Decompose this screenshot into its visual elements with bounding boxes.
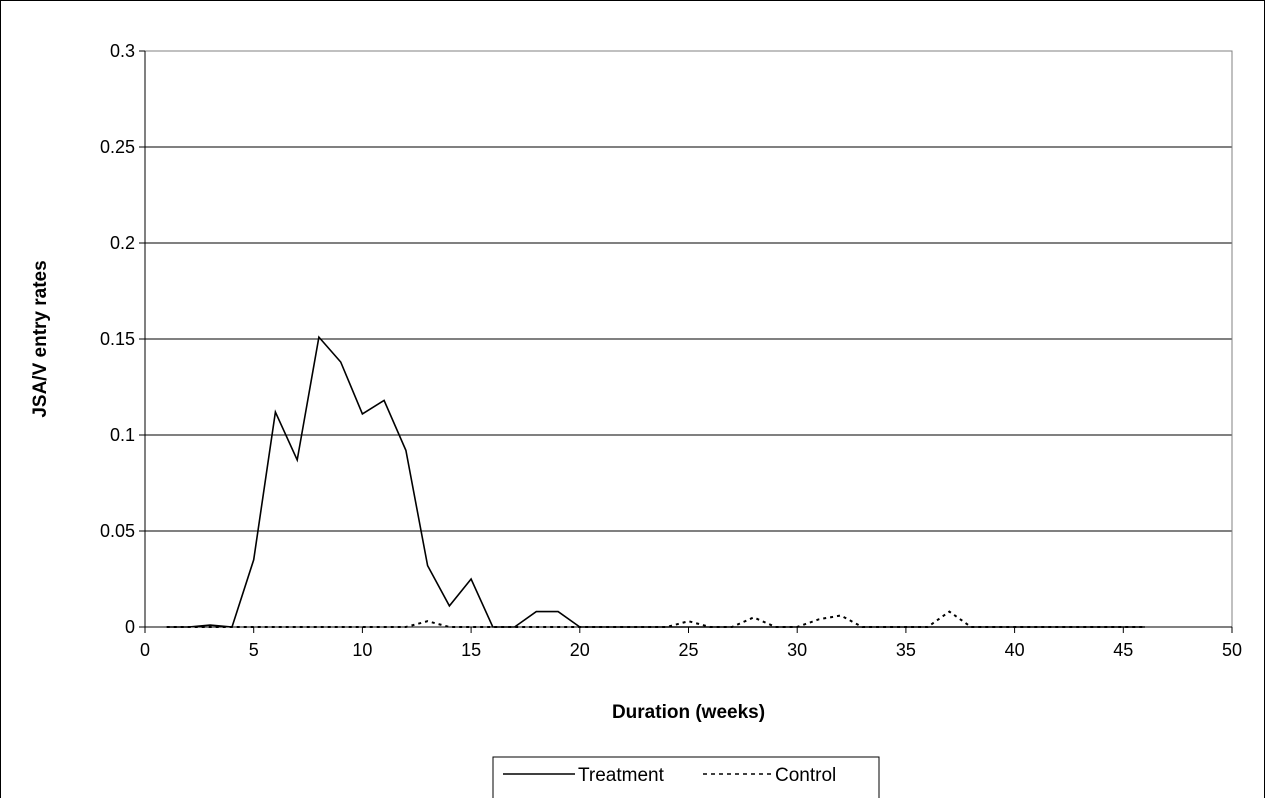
x-tick-label: 5: [249, 640, 259, 660]
gridlines: [145, 50, 1232, 628]
x-axis-title: Duration (weeks): [612, 702, 765, 723]
y-tick-label: 0: [125, 617, 135, 637]
legend-label-treatment: Treatment: [578, 765, 665, 786]
y-tick-label: 0.25: [100, 137, 135, 157]
x-tick-label: 25: [678, 640, 698, 660]
x-tick-label: 45: [1113, 640, 1133, 660]
x-tick-label: 15: [461, 640, 481, 660]
legend: Treatment Control: [492, 756, 880, 798]
x-tick-label: 0: [140, 640, 150, 660]
series-line-treatment: [166, 335, 1145, 628]
y-tick-label: 0.1: [110, 425, 135, 445]
series-line-control: [166, 610, 1145, 628]
x-tick-label: 50: [1222, 640, 1242, 660]
y-tick-label: 0.05: [100, 521, 135, 541]
y-axis-ticks: 0 0.05 0.1 0.15 0.2 0.25 0.3: [100, 41, 145, 637]
x-tick-label: 35: [896, 640, 916, 660]
y-tick-label: 0.15: [100, 329, 135, 349]
x-axis-ticks: 0 5 10 15 20 25 30 35 40 45 50: [140, 51, 1242, 660]
x-tick-label: 40: [1005, 640, 1025, 660]
x-tick-label: 20: [570, 640, 590, 660]
legend-box: [492, 756, 880, 798]
x-tick-label: 30: [787, 640, 807, 660]
y-tick-label: 0.3: [110, 41, 135, 61]
legend-label-control: Control: [775, 765, 836, 786]
y-tick-label: 0.2: [110, 233, 135, 253]
series-layer: [166, 335, 1145, 628]
y-axis-title: JSA/V entry rates: [30, 260, 51, 417]
x-tick-label: 10: [352, 640, 372, 660]
